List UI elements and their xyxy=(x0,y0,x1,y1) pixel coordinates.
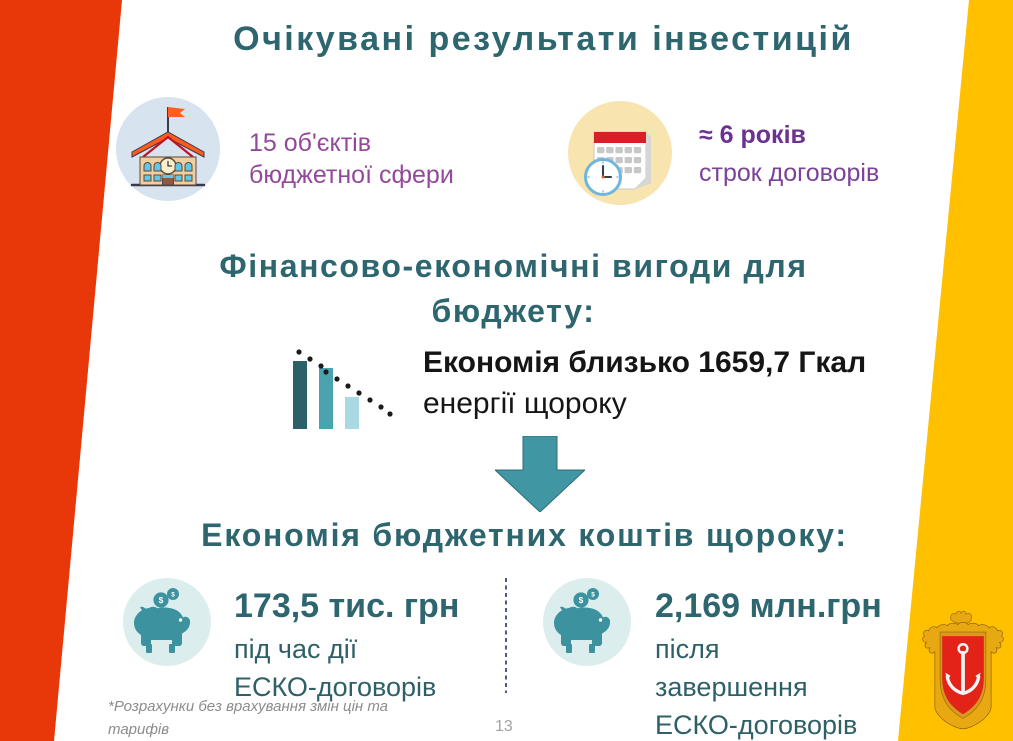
svg-text:$: $ xyxy=(579,595,584,605)
svg-text:$: $ xyxy=(159,595,164,605)
svg-text:$: $ xyxy=(591,592,595,599)
svg-text:$: $ xyxy=(171,592,175,599)
